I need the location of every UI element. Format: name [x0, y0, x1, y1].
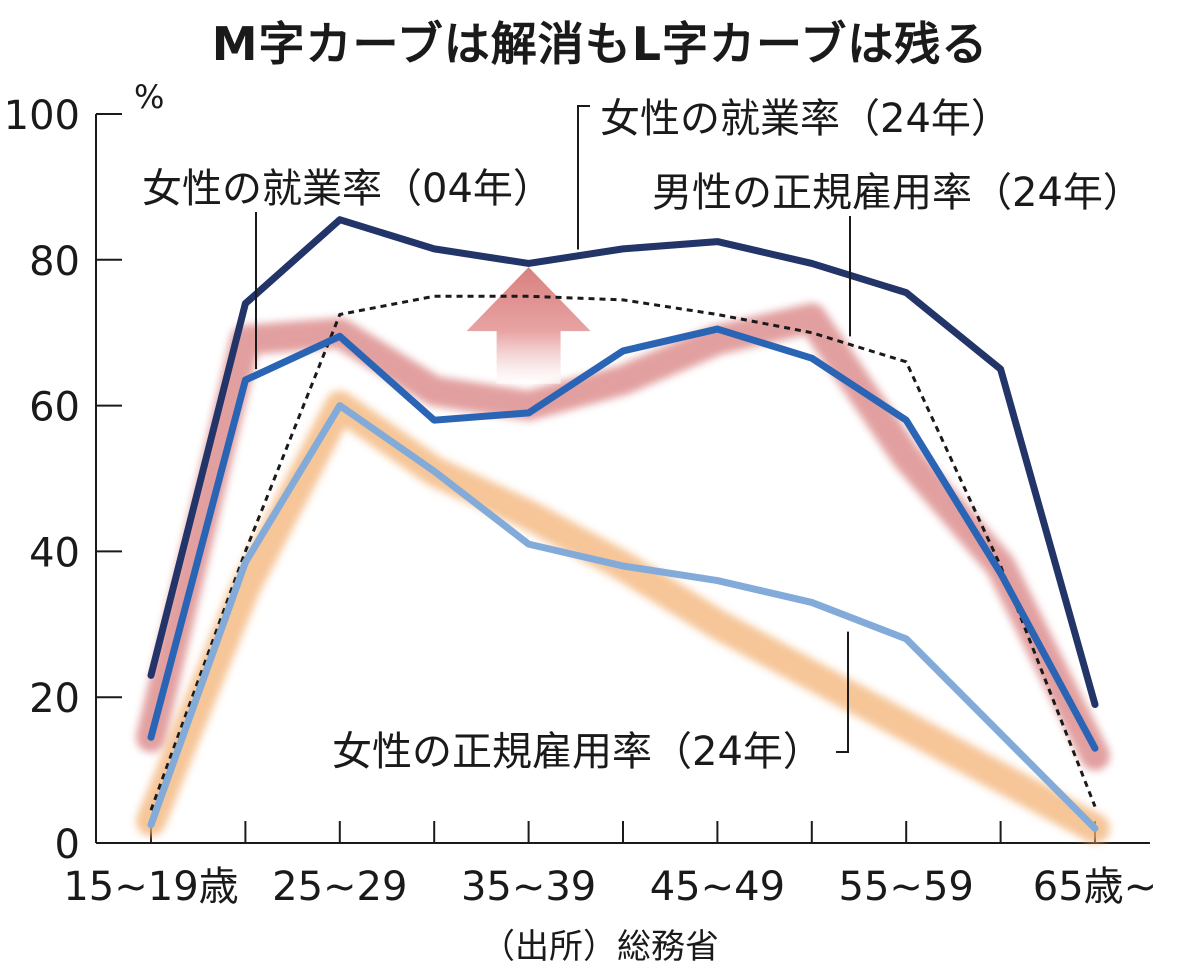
annotation-label: 男性の正規雇用率（24年）	[652, 170, 1143, 216]
series-lines	[147, 216, 1099, 832]
increase-arrow-shape	[466, 267, 591, 384]
annotation-label: 女性の就業率（24年）	[600, 96, 1011, 142]
series-line-4	[147, 325, 1099, 752]
y-tick-label: 80	[29, 239, 80, 285]
x-tick-label: 65歳~	[1033, 864, 1157, 910]
y-tick-label: 60	[29, 385, 80, 431]
x-tick-label: 35~39	[461, 864, 596, 910]
x-tick-label: 45~49	[650, 864, 785, 910]
annotation-label: 女性の就業率（04年）	[142, 166, 553, 212]
y-tick-label: 0	[55, 822, 80, 868]
leader-line	[577, 105, 590, 250]
y-tick-label: 20	[29, 676, 80, 722]
annotation-label: 女性の正規雇用率（24年）	[332, 729, 823, 775]
y-unit-label: %	[134, 78, 164, 116]
series-line-2	[147, 216, 1099, 708]
series-line-3	[149, 294, 1097, 811]
leader-line	[836, 631, 849, 753]
highlight-band-0	[136, 303, 1110, 771]
chart-title: M字カーブは解消もL字カーブは残る	[211, 17, 989, 71]
y-tick-label: 40	[29, 530, 80, 576]
x-tick-label: 55~59	[839, 864, 974, 910]
series-line-5	[147, 402, 1099, 832]
x-tick-label: 15~19歳	[63, 864, 238, 910]
annotations: 女性の就業率（24年） 女性の就業率（04年） 男性の正規雇用率（24年） 女性の正規…	[142, 96, 1143, 775]
source-note: （出所）総務省	[481, 927, 719, 967]
y-tick-label: 100	[4, 93, 80, 139]
x-tick-label: 25~29	[272, 864, 407, 910]
axes: 0 20 40 60 80 100 % 15~19歳 25~29 35~39 45~49 55~59 6…	[4, 78, 1158, 967]
increase-arrow	[466, 267, 591, 384]
